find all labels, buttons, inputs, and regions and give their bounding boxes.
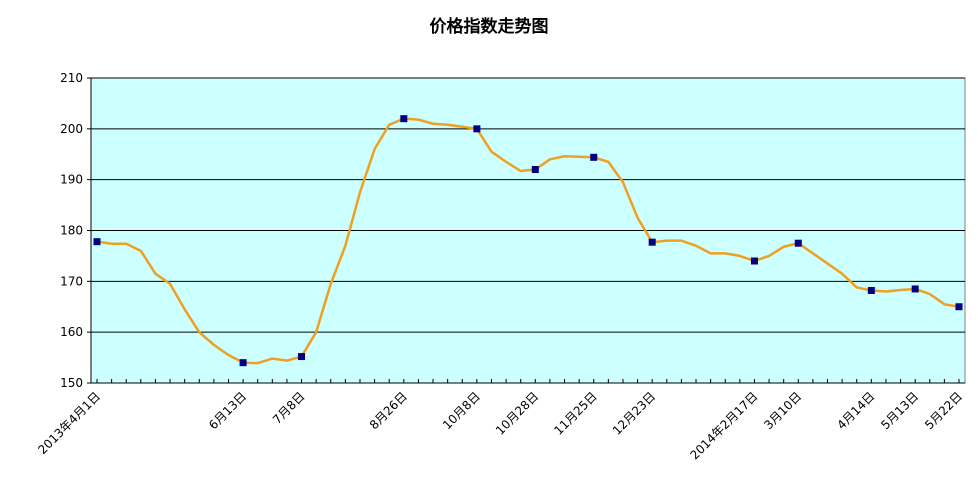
marker: [955, 303, 963, 311]
y-tick-label: 210: [60, 71, 83, 85]
marker: [911, 285, 919, 293]
x-tick-label: 8月26日: [367, 389, 410, 432]
marker: [400, 115, 408, 123]
marker: [750, 257, 758, 265]
x-tick-label: 2014年2月17日: [687, 389, 760, 462]
marker: [794, 239, 802, 247]
marker: [531, 166, 539, 173]
marker: [867, 286, 875, 294]
x-tick-label: 5月22日: [922, 389, 965, 432]
x-tick-label: 10月8日: [440, 389, 483, 432]
y-tick-label: 190: [60, 173, 83, 187]
y-tick-label: 170: [60, 274, 83, 288]
x-tick-label: 2013年4月1日: [35, 389, 103, 457]
marker: [239, 359, 247, 367]
x-tick-label: 7月8日: [270, 389, 308, 427]
marker: [473, 125, 481, 133]
y-tick-label: 180: [60, 224, 83, 238]
y-tick-label: 200: [60, 122, 83, 136]
x-tick-label: 5月13日: [878, 389, 921, 432]
marker: [298, 353, 306, 361]
x-tick-label: 10月28日: [493, 389, 541, 437]
marker: [93, 238, 101, 246]
x-tick-label: 6月13日: [206, 389, 249, 432]
x-tick-label: 4月14日: [834, 389, 877, 432]
y-tick-label: 160: [60, 325, 83, 339]
marker: [590, 153, 598, 161]
x-tick-label: 11月25日: [551, 389, 599, 437]
marker: [648, 238, 656, 246]
x-tick-label: 12月23日: [610, 389, 658, 437]
chart-title: 价格指数走势图: [430, 16, 549, 37]
x-tick-label: 3月10日: [761, 389, 804, 432]
y-tick-label: 150: [60, 376, 83, 390]
